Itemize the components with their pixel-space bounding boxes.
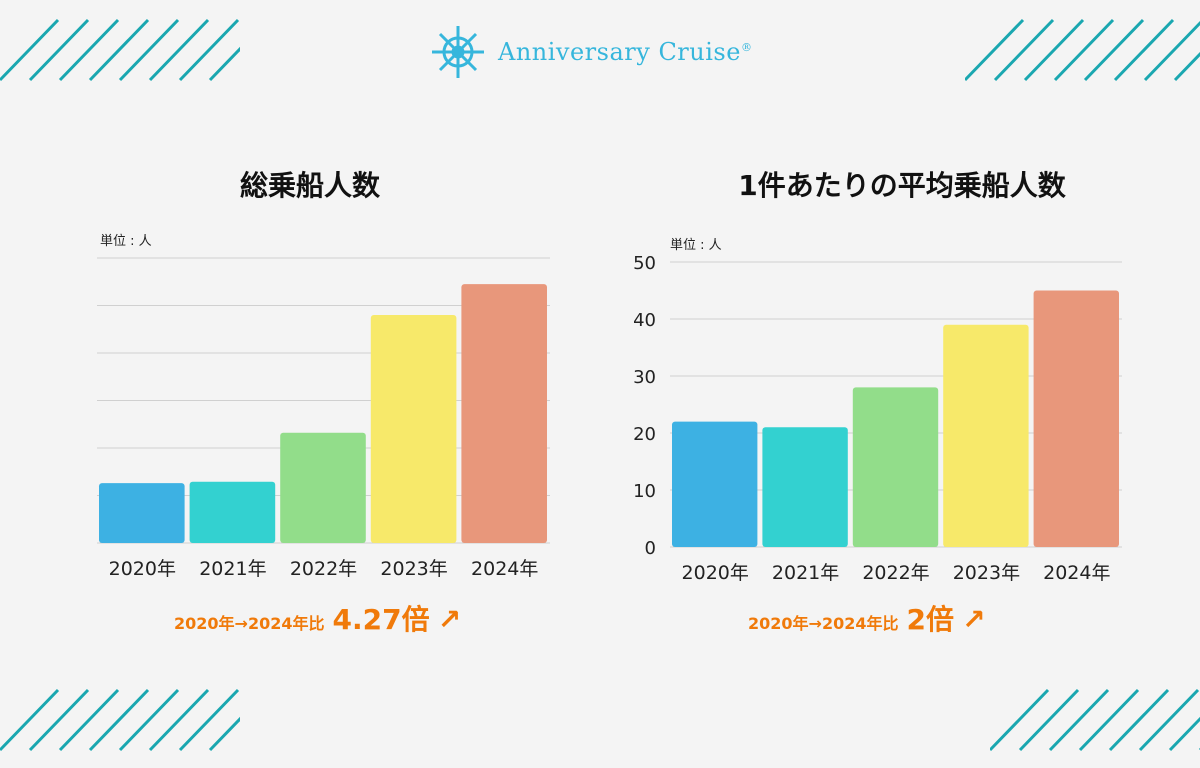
stripe-line [118,18,180,82]
chart-total-passengers: 2020年 2021年 2022年 2023年 2024年 [97,257,550,580]
stripe-line [208,716,240,752]
bar-2023年 [943,324,1029,547]
stripe-line [0,18,60,82]
unit-label-total: 単位 : 人 [100,234,152,249]
ship-wheel-icon [432,26,484,78]
ratio-value: 2倍 [906,603,954,636]
bar-2021年 [189,481,276,543]
y-tick-label: 50 [633,253,656,274]
stripe-line [1083,18,1145,82]
bar-2022年 [852,387,939,547]
stripe-line [0,688,60,752]
stripe-line [58,688,120,752]
stripe-line [148,688,210,752]
bar-2023年 [370,315,457,543]
stripe-line [88,18,150,82]
x-tick-label: 2024年 [471,558,538,580]
bar-2022年 [280,432,366,543]
stripe-line [990,688,1050,752]
stripe-line [1078,688,1140,752]
decorative-stripes-bottom-right [990,688,1200,752]
stripe-line [88,688,150,752]
y-tick-label: 20 [633,424,656,445]
y-tick-label: 10 [633,481,656,502]
decorative-stripes-bottom-left [0,688,240,752]
stripe-line [1023,18,1085,82]
ratio-label: 2020年→2024年比 [748,614,899,633]
stripe-line [1018,688,1080,752]
stripe-line [28,18,90,82]
stripe-line [993,18,1055,82]
y-tick-label: 0 [645,538,656,559]
x-tick-label: 2023年 [953,562,1020,584]
brand-name: Anniversary Cruise® [498,38,753,66]
bar-2024年 [1033,290,1119,547]
stripe-line [1168,716,1200,752]
x-tick-label: 2020年 [682,562,749,584]
stripe-line [148,18,210,82]
decorative-stripes-top-left [0,18,240,82]
ratio-annotation-average: 2020年→2024年比 2倍 ↗ [748,598,985,638]
arrow-up-right-icon: ↗ [961,603,986,636]
ratio-annotation-total: 2020年→2024年比 4.27倍 ↗ [174,598,461,638]
x-tick-label: 2020年 [109,558,176,580]
bar-2020年 [99,483,185,543]
bar-2021年 [762,427,848,547]
stripe-line [58,18,120,82]
y-tick-label: 40 [633,310,656,331]
x-tick-label: 2022年 [290,558,357,580]
stripe-line [1173,51,1200,82]
x-tick-label: 2022年 [862,562,929,584]
stripe-line [178,688,240,752]
ratio-value: 4.27倍 [332,603,430,636]
chart-title-total: 総乗船人数 [239,169,380,202]
stripe-line [28,688,90,752]
stripe-line [1048,688,1110,752]
x-tick-label: 2021年 [199,558,266,580]
stripe-line [208,46,240,82]
chart-title-average: 1件あたりの平均乗船人数 [738,169,1066,202]
chart-average-passengers: 0 10 20 30 40 50 2020年 2021年 2022年 2023年 2024年 [633,253,1122,584]
ratio-label: 2020年→2024年比 [174,614,325,633]
stripe-line [178,18,240,82]
stripe-line [965,18,1025,82]
x-tick-label: 2023年 [380,558,447,580]
stripe-line [1053,18,1115,82]
stripe-line [1108,688,1170,752]
unit-label-average: 単位 : 人 [670,238,722,253]
stripe-line [118,688,180,752]
x-tick-label: 2024年 [1043,562,1110,584]
bar-2020年 [672,421,758,547]
x-tick-label: 2021年 [772,562,839,584]
bar-2024年 [461,284,547,543]
stripe-line [1143,20,1200,82]
brand-logo: Anniversary Cruise® [430,24,752,80]
decorative-stripes-top-right [965,18,1200,82]
stripe-line [1113,18,1175,82]
arrow-up-right-icon: ↗ [437,603,462,636]
stripe-line [1138,688,1200,752]
y-tick-label: 30 [633,367,656,388]
